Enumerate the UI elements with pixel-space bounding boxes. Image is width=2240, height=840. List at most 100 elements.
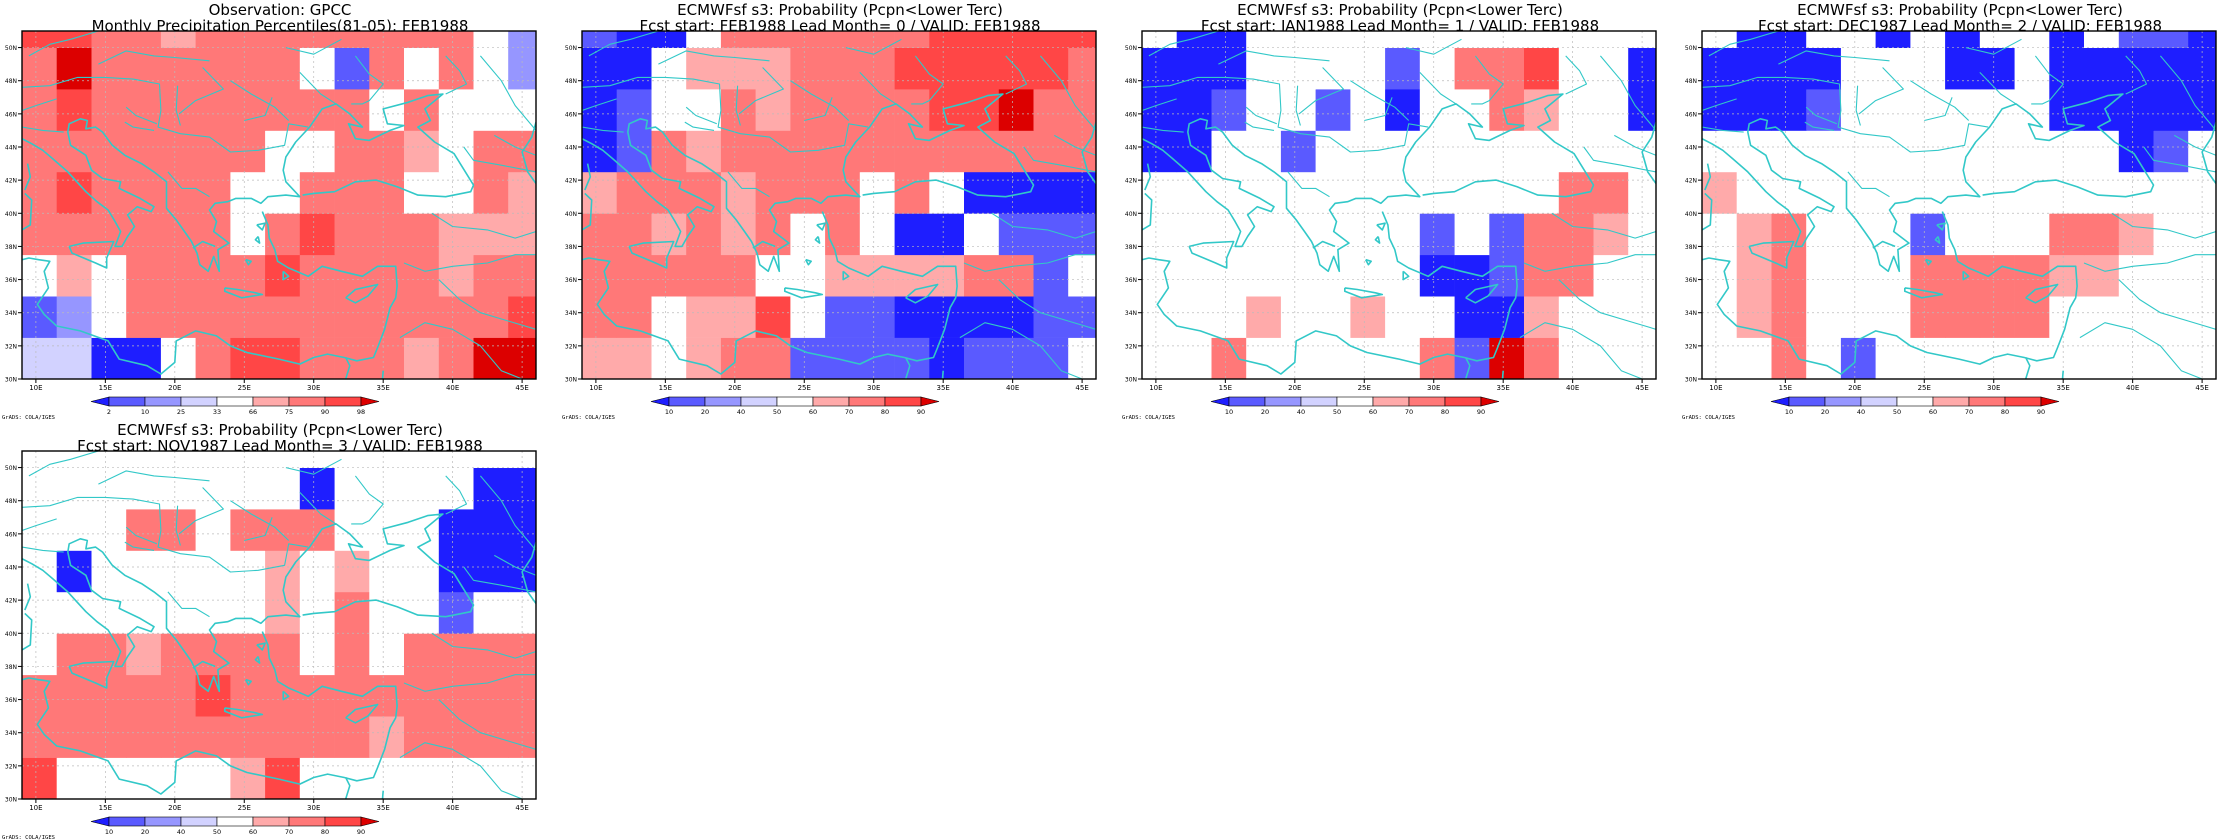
grid-cell: [1454, 171, 1490, 214]
border-line: [22, 546, 64, 553]
grid-cell: [334, 89, 370, 131]
grid-cell: [755, 47, 791, 90]
coastline: [1144, 163, 1152, 191]
coastline: [256, 222, 266, 231]
grid-cell: [998, 130, 1034, 173]
grid-cell: [22, 254, 58, 297]
grid-cell: [1315, 31, 1351, 48]
grid-cell: [1454, 296, 1490, 338]
grid-cell: [2049, 254, 2085, 297]
grid-cell: [1979, 130, 2015, 173]
grid-cell: [651, 89, 687, 131]
grid-cell: [1558, 130, 1594, 173]
grid-cell: [1489, 31, 1525, 48]
y-tick-label: 48N: [1685, 78, 1697, 85]
grid-cell: [265, 31, 301, 48]
grid-cell: [1419, 130, 1455, 173]
y-tick-label: 40N: [565, 211, 577, 218]
y-tick-label: 36N: [5, 277, 17, 284]
grid-cell: [56, 451, 92, 468]
coastline: [784, 287, 824, 299]
y-tick-label: 48N: [5, 78, 17, 85]
grid-cell: [230, 296, 266, 338]
grid-cell: [334, 550, 370, 593]
grid-cell: [265, 89, 301, 131]
border-line: [351, 55, 384, 105]
colorbar-label: 10: [1785, 408, 1793, 416]
grid-cell: [160, 254, 196, 297]
plot-frame: [21, 450, 537, 800]
grid-cell: [790, 89, 826, 131]
grid-cell: [369, 633, 405, 676]
grid-cell: [265, 296, 301, 338]
border-line: [445, 475, 468, 515]
border-line: [2125, 55, 2148, 95]
colorbar-label: 80: [2001, 408, 2009, 416]
panel-lead1: ECMWFsf s3: Probability (Pcpn<Lower Terc…: [1120, 0, 1680, 420]
colorbar-segment: [2004, 396, 2042, 407]
grid-cell: [265, 213, 301, 256]
grid-cell: [1771, 213, 1807, 256]
colorbar-label: 40: [1857, 408, 1865, 416]
grid-cell: [438, 467, 474, 510]
grid-cell: [404, 757, 440, 800]
colorbar-segment: [740, 396, 778, 407]
border-line: [2143, 146, 2216, 173]
border-line: [582, 126, 624, 133]
grid-cell: [265, 47, 301, 90]
y-tick-label: 42N: [1685, 178, 1697, 185]
map-figure: 10E 15E 20E 25E 30E 35E 40E 45E 30N 32N 34N 36N 38N 4…: [1122, 30, 1657, 420]
grid-cell: [404, 31, 440, 48]
grid-cell: [1806, 337, 1842, 380]
grid-cell: [438, 213, 474, 256]
grid-cell: [1524, 31, 1560, 48]
border-line: [28, 31, 99, 57]
colorbar-label: 60: [1369, 408, 1377, 416]
grid-cell: [929, 337, 965, 380]
grid-cell: [160, 509, 196, 551]
grid-cell: [334, 509, 370, 551]
grid-cell: [1419, 296, 1455, 338]
grid-cell: [91, 213, 127, 256]
grid-cell: [616, 213, 652, 256]
colorbar-label: 50: [1893, 408, 1901, 416]
colorbar-label: 90: [1477, 408, 1485, 416]
grid-cell: [160, 130, 196, 173]
grid-cell: [2118, 47, 2154, 90]
grid-cell: [91, 130, 127, 173]
map-figure: 10E 15E 20E 25E 30E 35E 40E 45E 30N 32N 34N 36N 38N 4…: [1682, 30, 2217, 420]
border-line: [1419, 72, 1457, 105]
grads-credit: GrADS: COLA/IGES: [1122, 415, 1175, 420]
coastline: [1376, 222, 1386, 231]
border-line: [2079, 322, 2203, 379]
border-line: [403, 254, 536, 272]
colorbar-label: 10: [1225, 408, 1233, 416]
grid-cell: [334, 337, 370, 380]
grid-cell: [1593, 254, 1629, 297]
grid-cell: [126, 674, 162, 717]
grid-cell: [195, 31, 231, 48]
grid-cell: [1875, 89, 1911, 131]
x-tick-label: 45E: [1635, 384, 1648, 392]
grid-cell: [2188, 31, 2217, 48]
y-tick-label: 42N: [1125, 178, 1137, 185]
grid-cell: [404, 633, 440, 676]
panel-subtitle: Fcst start: DEC1987 Lead Month= 2 / VALI…: [1757, 17, 2163, 35]
grid-cell: [1524, 89, 1560, 131]
grid-cell: [508, 757, 537, 800]
colorbar-segment: [108, 396, 146, 407]
grid-cell: [1068, 31, 1097, 48]
grid-cell: [56, 296, 92, 338]
grid-cell: [2014, 89, 2050, 131]
x-tick-label: 25E: [238, 384, 251, 392]
grid-cell: [91, 171, 127, 214]
grid-cell: [2014, 130, 2050, 173]
border-line: [1805, 106, 1838, 125]
grid-cell: [1736, 31, 1772, 48]
grid-cell: [1033, 171, 1069, 214]
grid-cell: [473, 509, 509, 551]
grid-cell: [1702, 337, 1738, 380]
border-line: [1054, 134, 1096, 156]
border-line: [244, 97, 273, 122]
x-tick-label: 10E: [29, 384, 42, 392]
